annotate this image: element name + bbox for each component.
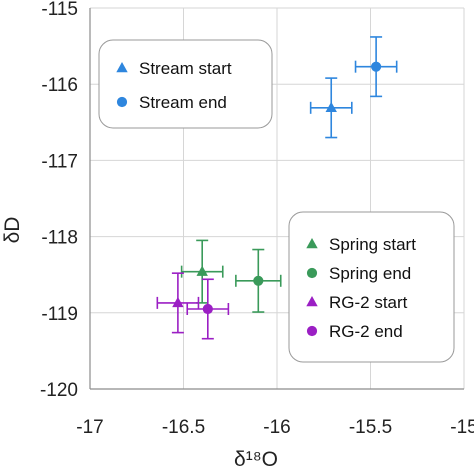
legend-entry-stream-end: Stream end bbox=[116, 93, 227, 112]
legend-label: Spring start bbox=[329, 235, 416, 254]
circle-marker bbox=[202, 303, 213, 315]
legend-entry-rg-2-end: RG-2 end bbox=[306, 322, 403, 341]
legend-triangle-marker bbox=[306, 238, 318, 249]
data-points bbox=[156, 36, 398, 340]
legend-triangle-marker bbox=[116, 62, 128, 73]
legend-entry-rg-2-start: RG-2 start bbox=[306, 293, 408, 312]
legend-entry-stream-start: Stream start bbox=[116, 59, 232, 78]
y-tick-label-3: -118 bbox=[41, 228, 78, 249]
legend-spring-rg2: Spring start Spring end RG-2 start RG-2 end bbox=[288, 211, 455, 363]
point-stream-start bbox=[309, 77, 353, 139]
legend-circle-marker bbox=[306, 325, 318, 337]
triangle-marker bbox=[325, 101, 337, 113]
legend-entry-spring-start: Spring start bbox=[306, 235, 416, 254]
plot-axes bbox=[89, 8, 464, 390]
legend-stream: Stream start Stream end bbox=[98, 39, 273, 129]
y-tick-label-0: -115 bbox=[41, 0, 78, 20]
legend-label: Stream end bbox=[139, 93, 227, 112]
x-axis-label: δ¹⁸O bbox=[234, 448, 278, 471]
tick-labels: -17 -16.5 -16 -15.5 -15 -115 -116 -117 -118 -119 -… bbox=[40, 0, 474, 438]
circle-marker bbox=[253, 275, 264, 286]
legend-label: RG-2 start bbox=[329, 293, 408, 312]
triangle-marker bbox=[172, 296, 184, 308]
point-rg-2-start bbox=[156, 272, 200, 334]
legend-entry-spring-end: Spring end bbox=[306, 264, 411, 283]
y-axis-label: δD bbox=[1, 217, 24, 244]
triangle-marker bbox=[196, 265, 208, 276]
point-stream-end bbox=[354, 36, 398, 98]
x-tick-label-0: -17 bbox=[76, 417, 103, 438]
legend-box bbox=[98, 39, 273, 129]
y-tick-label-2: -117 bbox=[41, 151, 78, 172]
x-tick-label-2: -16 bbox=[263, 417, 290, 438]
y-tick-label-1: -116 bbox=[41, 75, 78, 96]
y-tick-label-5: -120 bbox=[40, 380, 78, 401]
point-rg-2-end bbox=[186, 278, 230, 340]
legend-triangle-marker bbox=[306, 296, 318, 307]
legend-label: Stream start bbox=[139, 59, 232, 78]
legend-box bbox=[288, 211, 455, 363]
y-tick-label-4: -119 bbox=[41, 304, 78, 325]
x-tick-label-1: -16.5 bbox=[162, 417, 205, 438]
point-spring-start bbox=[180, 239, 224, 304]
legend-label: Spring end bbox=[329, 264, 411, 283]
point-spring-end bbox=[235, 248, 282, 313]
legend-label: RG-2 end bbox=[329, 322, 403, 341]
legend-circle-marker bbox=[116, 96, 128, 108]
legend-circle-marker bbox=[306, 267, 318, 279]
circle-marker bbox=[371, 61, 382, 72]
x-tick-label-4: -15 bbox=[450, 417, 474, 438]
x-tick-label-3: -15.5 bbox=[349, 417, 392, 438]
